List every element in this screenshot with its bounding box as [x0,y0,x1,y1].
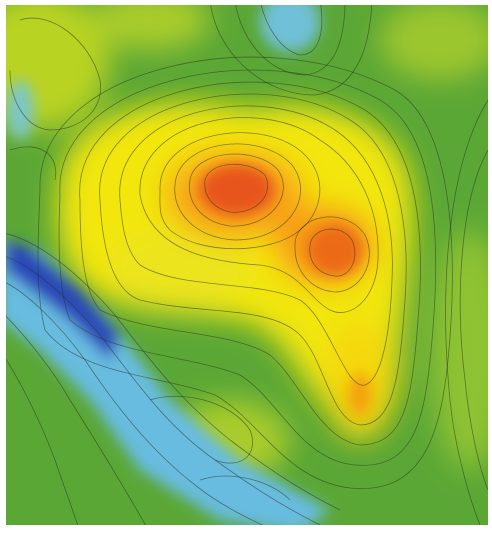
valley-fill [6,5,330,525]
elevation-fill [6,5,488,480]
peak-core [199,164,372,417]
